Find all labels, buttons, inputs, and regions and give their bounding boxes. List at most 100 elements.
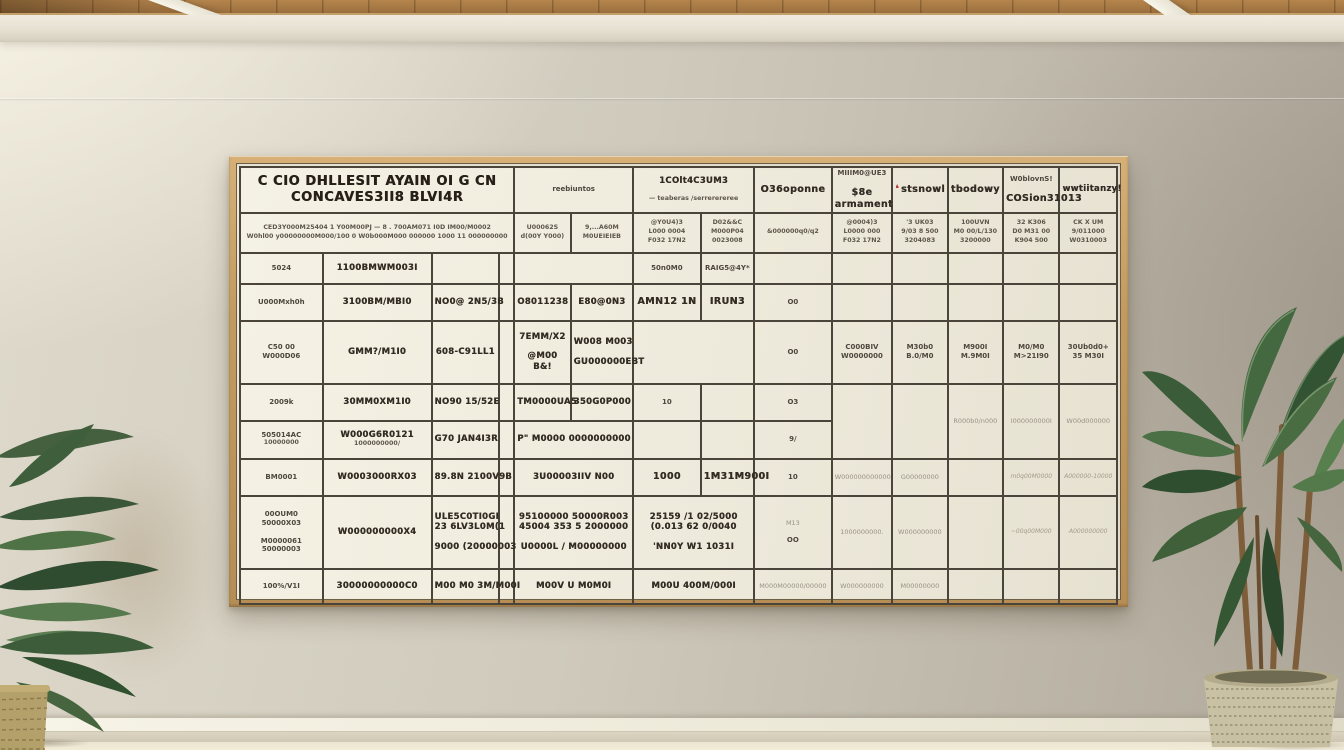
cell-text-line: IRUN3 xyxy=(709,296,745,308)
table-cell xyxy=(1058,251,1118,285)
header-cell: 32 K306 D0 M31 00 K904 500 xyxy=(1002,211,1061,254)
cell-text-line: W000D06 xyxy=(262,352,301,360)
cell-text-line: @M00 B&! xyxy=(527,351,558,372)
table-cell: W000000000 xyxy=(830,567,894,605)
header-cell: tbodowy xyxy=(946,166,1005,214)
cell-text-line: M>21I90 xyxy=(1013,352,1049,360)
cell-text-line: 25159 /1 02/5000 xyxy=(649,511,738,522)
cell-text-line: 3U00003IIV N00 xyxy=(532,471,615,482)
table-cell xyxy=(891,251,949,285)
cell-text-line: W00d000000 xyxy=(1066,416,1111,425)
table-cell: 30000000000C0 xyxy=(321,567,433,605)
table-cell: 30MM0XM1I0 xyxy=(321,382,433,422)
floor xyxy=(0,742,1344,750)
board-surface: C CIO DHLLESIT AYAIN OI G CN CONCAVES3II8… xyxy=(236,163,1121,605)
table-row: 5024 1100BMWM003I 50n0M0 RAIG5@4Y* xyxy=(239,251,1118,285)
cell-text-line: M13 xyxy=(785,519,800,528)
cell-text-line: 1100BMWM003I xyxy=(336,262,418,273)
cell-text-line: MIIIM0@UE3 xyxy=(837,169,887,177)
cell-text-line: 30000000000C0 xyxy=(336,580,418,591)
cell-text-line: OO xyxy=(786,536,799,545)
table-cell: M900I M.9M0I xyxy=(946,319,1005,385)
cell-text-line: E80@0N3 xyxy=(578,296,626,307)
cell-text-line: W000000000 xyxy=(840,581,884,590)
cell-text-line: 30Ub0d0+ xyxy=(1067,343,1109,352)
header-cell: MIIIM0@UE3 $8e armament xyxy=(830,166,894,214)
table-cell xyxy=(632,319,756,385)
table-row: BM0001 W0003000RX03 89.8N 2100V9B 3U00003II… xyxy=(239,457,1118,497)
table-cell xyxy=(830,251,894,285)
table-cell xyxy=(498,419,516,460)
cell-text-line: M30b0 xyxy=(906,343,934,352)
table-cell xyxy=(830,382,894,460)
table-cell: W000000000X4 xyxy=(321,494,433,570)
left-plant-leaves xyxy=(0,424,159,732)
table-cell: ULE5C0TI0GI 23 6LV3L0M(1 9000 (20000003 xyxy=(430,494,517,570)
baseboard xyxy=(0,718,1344,732)
table-cell: O3 xyxy=(753,382,833,422)
cell-text-line: 10 xyxy=(662,397,672,406)
cell-text-line: 100UVN xyxy=(961,219,990,227)
cell-text-line: GU000000EBT xyxy=(573,356,645,367)
table-cell xyxy=(946,567,1005,605)
table-cell xyxy=(699,382,756,422)
cell-text-line: 9/011000 xyxy=(1071,228,1105,236)
cell-text-line: TM0000UA5 xyxy=(517,396,577,407)
table-cell xyxy=(498,457,516,497)
cell-text-line: 50n0M0 xyxy=(651,263,683,272)
table-cell xyxy=(699,419,756,460)
cell-text-line: COSion31013 xyxy=(1006,192,1082,204)
cell-text-line: 9/03 8 500 xyxy=(901,228,939,236)
header-cell: D02&&C M000P04 0023008 xyxy=(699,211,756,254)
table-cell xyxy=(891,382,949,460)
cell-text-line: 9,...A60M xyxy=(584,223,619,231)
header-cell: ❛ stsnowl xyxy=(891,166,949,214)
table-cell: O8011238 xyxy=(513,282,572,322)
cell-text-line: 45004 353 5 2000000 xyxy=(519,522,629,533)
cell-text-line: W000000000000 xyxy=(834,472,891,481)
table-cell: ~00q00M000 xyxy=(1002,494,1061,570)
table-cell: 30Ub0d0+ 35 M30I xyxy=(1058,319,1118,385)
cell-text-line: 1M31M900I xyxy=(703,471,770,483)
cell-text-line: M.9M0I xyxy=(960,352,990,360)
header-cell: CK X UM 9/011000 W0310003 xyxy=(1058,211,1118,254)
table-cell: W008 M003 GU000000EBT xyxy=(569,319,645,385)
table-cell: 00OUM0 50000X03 M0000061 50000003 xyxy=(239,494,324,570)
table-cell xyxy=(498,251,516,285)
table-cell: A000000-10000 xyxy=(1058,457,1118,497)
table-cell: G70 JAN4I3R xyxy=(430,419,501,460)
header-cell: O36oponne xyxy=(753,166,833,214)
cornice-molding xyxy=(0,15,1344,42)
right-plant-leaves xyxy=(1142,307,1344,657)
table-cell: E80@0N3 xyxy=(569,282,635,322)
cell-text-line: U000Mxh0h xyxy=(258,297,305,306)
cell-text-line: C50 00 xyxy=(267,343,295,352)
table-row: 505014AC 10000000 W000G6R0121 1000000000/G7… xyxy=(239,419,1117,460)
table-cell: W00d000000 xyxy=(1058,382,1118,460)
header-cell: CED3Y000M25404 1 Y00M00PJ — 8 . 700AM071… xyxy=(238,211,516,254)
table-cell: R000b0/n000 xyxy=(946,382,1005,460)
table-cell: IRUN3 xyxy=(699,282,756,322)
table-cell: W000000000 xyxy=(891,494,949,570)
cell-text-line: M0000061 xyxy=(260,536,302,545)
cell-text-line: 350G0P000 xyxy=(573,396,631,407)
cell-text-line: M0UEIEIEB xyxy=(582,232,621,240)
table-cell: 25159 /1 02/5000 (0.013 62 0/0040 'NN0Y W1… xyxy=(632,494,756,570)
cell-text-line: 9000 (20000003 xyxy=(434,541,517,552)
table-cell: RAIG5@4Y* xyxy=(699,251,756,285)
table-cell: 350G0P000 xyxy=(569,382,635,422)
table-cell: NO0@ 2N5/3B xyxy=(430,282,504,322)
cell-text-line: O0 xyxy=(787,297,799,306)
cell-text-line: &000000q0/q2 xyxy=(766,228,819,236)
cell-text-line: AMN12 1N xyxy=(637,296,697,308)
table-cell xyxy=(1058,282,1118,322)
table-cell: 608-C91LL1 xyxy=(430,319,501,385)
table-cell: C000BIV W0000000 xyxy=(830,319,894,385)
table-cell: 505014AC 10000000 xyxy=(239,419,324,460)
cell-text-line: 2009k xyxy=(269,397,294,406)
cell-text-line: RAIG5@4Y* xyxy=(705,263,750,272)
header-cell: U00062S d(00Y Y000) xyxy=(513,211,572,254)
cell-text-line: U00062S xyxy=(526,223,559,231)
table-cell xyxy=(498,494,516,570)
